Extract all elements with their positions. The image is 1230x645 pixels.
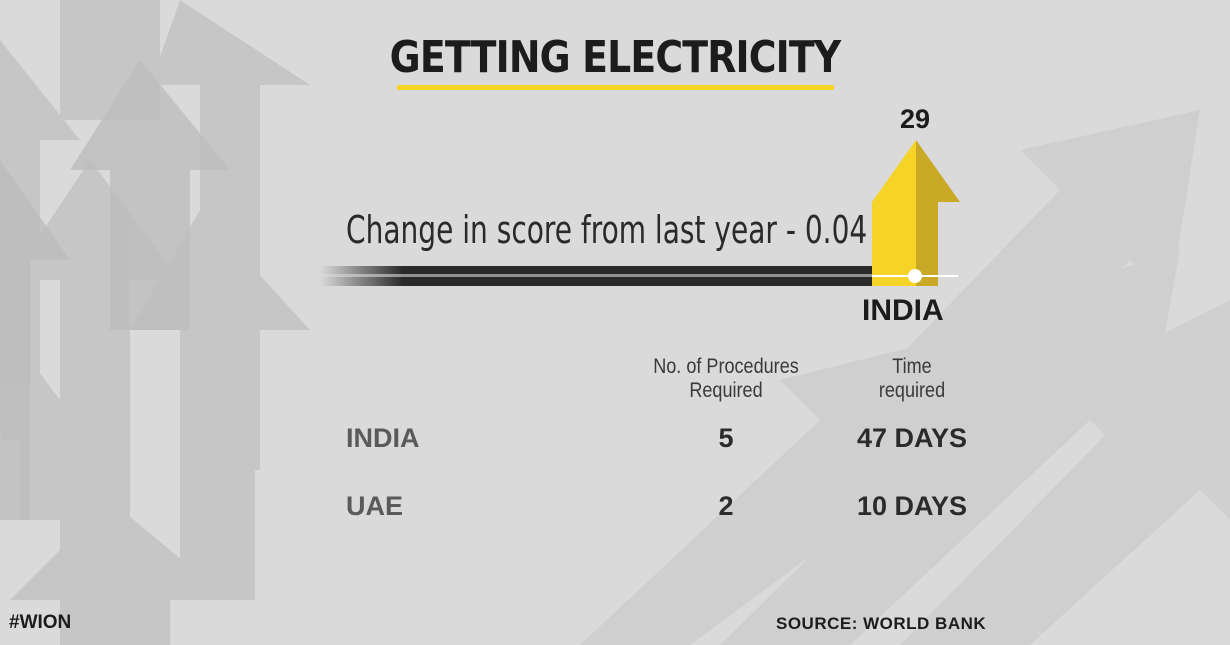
- title-underline: [397, 85, 834, 90]
- hashtag-label: #WION: [9, 612, 72, 633]
- rank-bar: [320, 140, 960, 286]
- page-title: GETTING ELECTRICITY: [389, 32, 842, 83]
- change-in-score-text: Change in score from last year - 0.04: [346, 208, 868, 252]
- time-header: Time required: [878, 355, 946, 402]
- row-time: 10 DAYS: [856, 491, 968, 521]
- row-country: UAE: [346, 491, 404, 521]
- row-time: 47 DAYS: [856, 423, 968, 453]
- row-procedures: 2: [718, 491, 734, 521]
- row-procedures: 5: [718, 423, 734, 453]
- rank-value: 29: [899, 104, 931, 134]
- procedures-header: No. of Procedures Required: [653, 355, 799, 402]
- up-arrow-icon: [872, 140, 960, 286]
- row-country: INDIA: [346, 423, 420, 453]
- highlight-country-label: INDIA: [862, 294, 944, 327]
- source-label: SOURCE: WORLD BANK: [776, 614, 987, 633]
